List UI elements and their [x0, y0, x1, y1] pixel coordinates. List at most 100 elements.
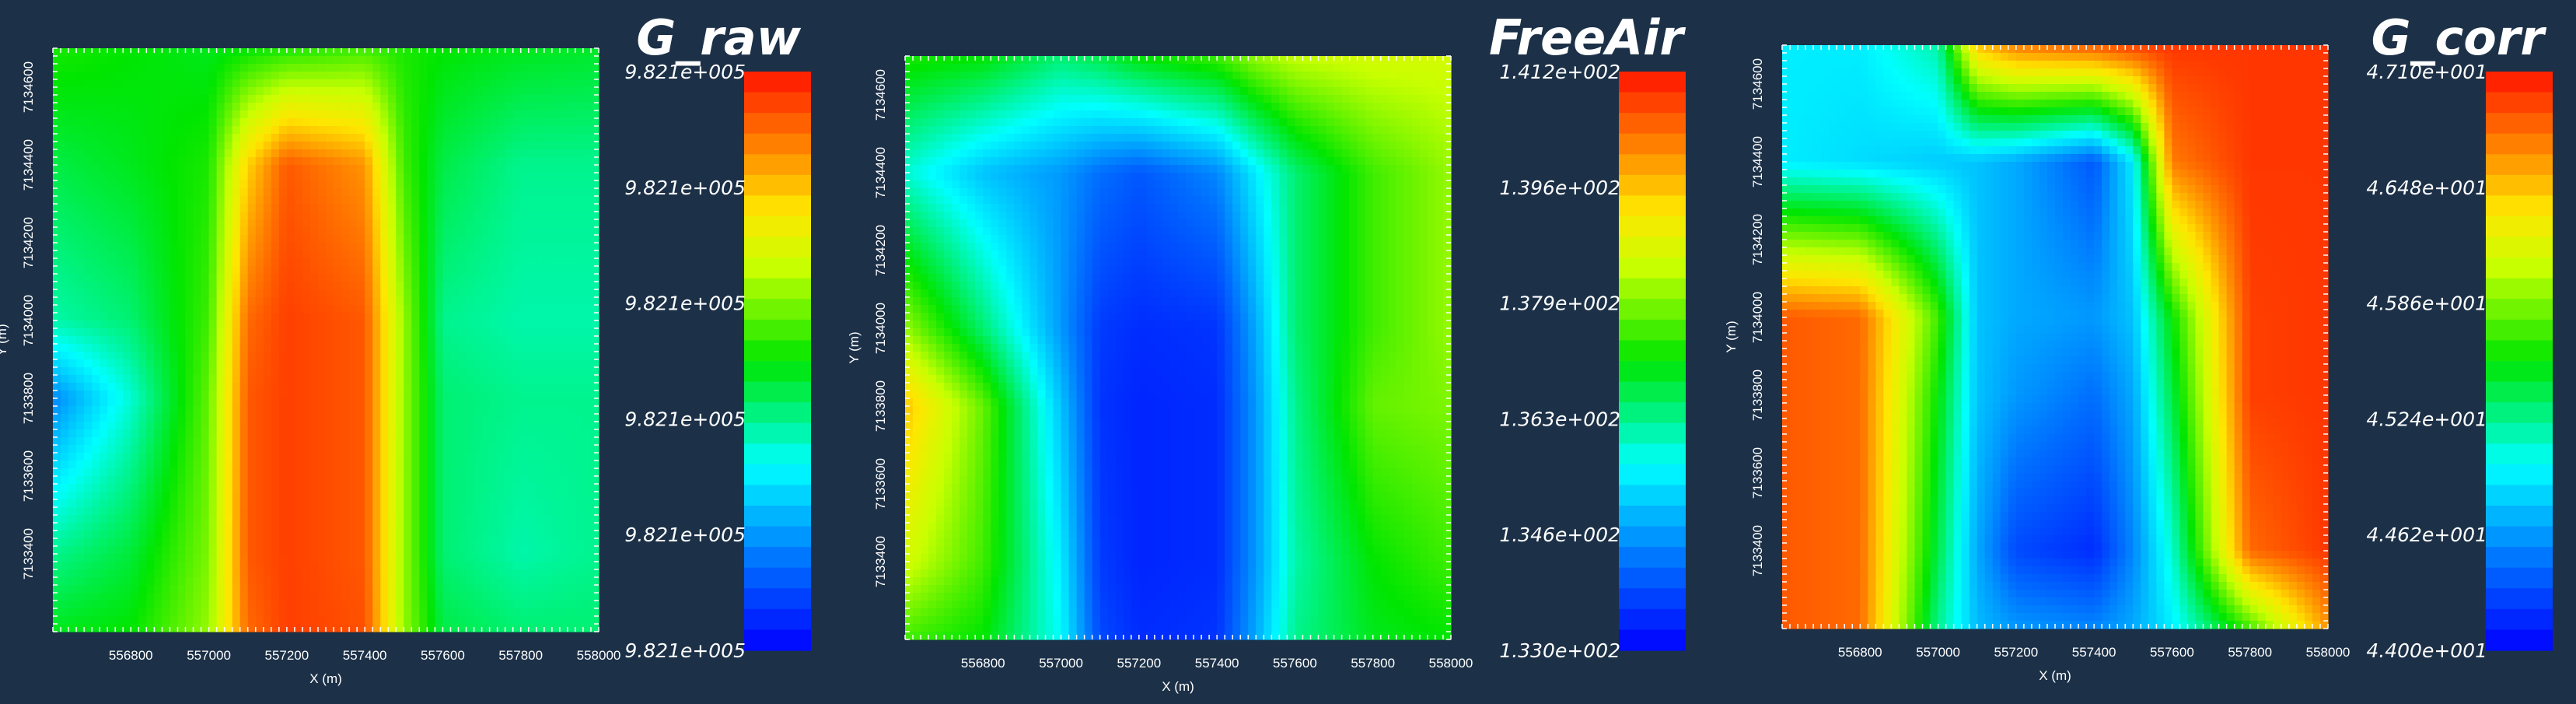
heatmap-cell — [334, 282, 342, 290]
heatmap-cell — [170, 344, 179, 352]
heatmap-cell — [520, 367, 530, 376]
heatmap-cell — [162, 453, 171, 461]
heatmap-cell — [582, 212, 592, 220]
heatmap-cell — [489, 165, 498, 173]
heatmap-cell — [123, 414, 131, 422]
heatmap-cell — [247, 320, 257, 329]
heatmap-cell — [146, 142, 155, 150]
heatmap-cell — [154, 429, 163, 438]
heatmap-cell — [419, 476, 428, 485]
heatmap-cell — [224, 476, 233, 485]
heatmap-cell — [123, 320, 131, 329]
heatmap-cell — [138, 103, 147, 111]
heatmap-cell — [505, 375, 514, 384]
heatmap-cell — [520, 274, 530, 282]
heatmap-cell — [201, 142, 210, 150]
heatmap-cell — [76, 282, 85, 290]
heatmap-cell — [551, 48, 561, 57]
heatmap-cell — [357, 593, 365, 601]
heatmap-cell — [520, 235, 530, 243]
heatmap-cell — [388, 453, 397, 461]
heatmap-cell — [419, 499, 428, 508]
heatmap-cell — [411, 266, 420, 275]
heatmap-cell — [326, 79, 334, 88]
heatmap-cell — [544, 118, 553, 127]
heatmap-cell — [590, 328, 599, 337]
heatmap-cell — [271, 235, 280, 243]
heatmap-cell — [411, 383, 420, 391]
heatmap-cell — [123, 367, 131, 376]
heatmap-cell — [559, 554, 568, 562]
heatmap-cell — [247, 523, 257, 531]
heatmap-cell — [590, 359, 599, 368]
heatmap-cell — [53, 266, 61, 275]
heatmap-cell — [216, 367, 225, 376]
heatmap-cell — [53, 212, 61, 220]
heatmap-cell — [162, 476, 171, 485]
heatmap-cell — [380, 134, 389, 142]
heatmap-cell — [224, 282, 233, 290]
heatmap-cell — [380, 56, 389, 65]
heatmap-cell — [216, 157, 225, 166]
heatmap-cell — [154, 227, 163, 236]
heatmap-cell — [442, 48, 452, 57]
heatmap-cell — [466, 274, 475, 282]
heatmap-cell — [286, 48, 295, 57]
heatmap-cell — [559, 531, 568, 539]
heatmap-cell — [146, 569, 155, 578]
heatmap-cell — [334, 352, 342, 360]
heatmap-cell — [404, 585, 412, 594]
heatmap-cell — [497, 64, 506, 72]
heatmap-cell — [489, 546, 498, 555]
heatmap-cell — [536, 593, 545, 601]
heatmap-cell — [76, 484, 85, 492]
heatmap-cell — [138, 282, 147, 290]
heatmap-cell — [294, 593, 303, 601]
heatmap-cell — [84, 422, 93, 430]
heatmap-cell — [505, 72, 514, 80]
heatmap-cell — [255, 250, 264, 259]
heatmap-cell — [84, 593, 93, 601]
heatmap-cell — [239, 320, 249, 329]
heatmap-cell — [278, 523, 288, 531]
heatmap-cell — [559, 313, 568, 321]
heatmap-cell — [590, 305, 599, 313]
heatmap-cell — [123, 507, 131, 516]
heatmap-cell — [575, 523, 584, 531]
heatmap-cell — [100, 429, 108, 438]
heatmap-cell — [497, 344, 506, 352]
heatmap-cell — [309, 79, 319, 88]
heatmap-cell — [419, 391, 428, 399]
heatmap-cell — [326, 476, 334, 485]
heatmap-cell — [341, 219, 350, 228]
heatmap-cell — [544, 103, 553, 111]
heatmap-cell — [520, 336, 530, 345]
heatmap-cell — [559, 79, 568, 88]
heatmap-cell — [544, 72, 553, 80]
heatmap-cell — [372, 196, 381, 205]
heatmap-cell — [107, 344, 116, 352]
heatmap-cell — [419, 507, 428, 516]
heatmap-cell — [536, 173, 545, 181]
heatmap-cell — [435, 235, 444, 243]
heatmap-cell — [309, 523, 319, 531]
heatmap-cell — [349, 258, 358, 267]
heatmap-cell — [138, 406, 147, 415]
heatmap-cell — [185, 344, 194, 352]
heatmap-cell — [232, 391, 241, 399]
heatmap-cell — [239, 305, 249, 313]
heatmap-cell — [138, 227, 147, 236]
heatmap-cell — [396, 398, 404, 407]
heatmap-cell — [263, 554, 272, 562]
heatmap-cell — [53, 538, 61, 547]
heatmap-cell — [520, 515, 530, 524]
heatmap-cell — [286, 352, 295, 360]
heatmap-cell — [76, 515, 85, 524]
heatmap-cell — [138, 196, 147, 205]
heatmap-cell — [247, 126, 257, 135]
heatmap-cell — [201, 445, 210, 454]
heatmap-cell — [380, 48, 389, 57]
heatmap-cell — [232, 204, 241, 212]
heatmap-cell — [567, 274, 576, 282]
heatmap-cell — [146, 188, 155, 197]
